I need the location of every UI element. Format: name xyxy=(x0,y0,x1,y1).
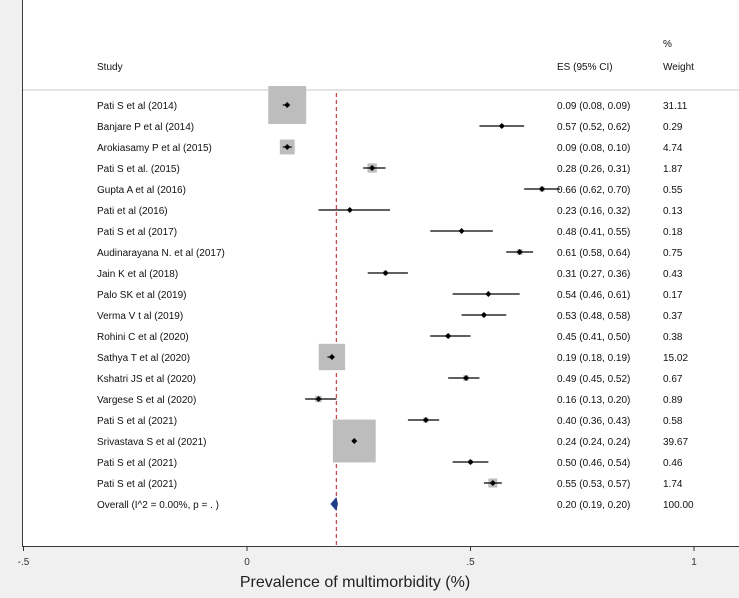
study-weight: 0.67 xyxy=(663,374,683,385)
study-weight: 0.37 xyxy=(663,311,683,322)
study-weight: 0.75 xyxy=(663,248,683,259)
study-weight: 0.55 xyxy=(663,185,683,196)
study-label: Pati S et al (2021) xyxy=(97,416,177,427)
study-weight: 0.89 xyxy=(663,395,683,406)
study-ci: 0.24 (0.24, 0.24) xyxy=(557,437,630,448)
study-label: Pati S et al (2014) xyxy=(97,101,177,112)
point-estimate xyxy=(284,144,291,150)
study-ci: 0.57 (0.52, 0.62) xyxy=(557,122,630,133)
point-estimate xyxy=(382,270,389,276)
study-label: Pati et al (2016) xyxy=(97,206,168,217)
point-estimate xyxy=(458,228,465,234)
x-tick-label: .5 xyxy=(466,557,475,568)
point-estimate xyxy=(422,417,429,423)
study-weight: 0.46 xyxy=(663,458,683,469)
study-ci: 0.50 (0.46, 0.54) xyxy=(557,458,630,469)
point-estimate xyxy=(328,354,335,360)
study-weight: 0.29 xyxy=(663,122,683,133)
study-ci: 0.45 (0.41, 0.50) xyxy=(557,332,630,343)
point-estimate xyxy=(467,459,474,465)
point-estimate xyxy=(284,102,291,108)
x-axis-label: Prevalence of multimorbidity (%) xyxy=(240,574,470,591)
point-estimate xyxy=(485,291,492,297)
study-weight: 4.74 xyxy=(663,143,683,154)
x-tick-label: -.5 xyxy=(18,557,30,568)
study-label: Pati S et al (2021) xyxy=(97,479,177,490)
point-estimate xyxy=(445,333,452,339)
overall-diamond xyxy=(330,497,338,511)
study-label: Pati S et al. (2015) xyxy=(97,164,180,175)
study-label: Rohini C et al (2020) xyxy=(97,332,189,343)
point-estimate xyxy=(539,186,546,192)
study-weight: 0.18 xyxy=(663,227,683,238)
study-label: Kshatri JS et al (2020) xyxy=(97,374,196,385)
header-weight: Weight xyxy=(663,62,694,73)
overall-weight: 100.00 xyxy=(663,500,694,511)
point-estimate xyxy=(498,123,505,129)
study-label: Palo SK et al (2019) xyxy=(97,290,187,301)
study-label: Srivastava S et al (2021) xyxy=(97,437,207,448)
header-es: ES (95% CI) xyxy=(557,62,613,73)
point-estimate xyxy=(351,438,358,444)
study-label: Arokiasamy P et al (2015) xyxy=(97,143,212,154)
study-weight: 0.38 xyxy=(663,332,683,343)
study-weight: 15.02 xyxy=(663,353,688,364)
study-weight: 1.87 xyxy=(663,164,683,175)
study-label: Banjare P et al (2014) xyxy=(97,122,194,133)
study-weight: 0.17 xyxy=(663,290,683,301)
study-ci: 0.40 (0.36, 0.43) xyxy=(557,416,630,427)
study-label: Sathya T et al (2020) xyxy=(97,353,190,364)
study-ci: 0.49 (0.45, 0.52) xyxy=(557,374,630,385)
study-ci: 0.19 (0.18, 0.19) xyxy=(557,353,630,364)
study-label: Verma V t al (2019) xyxy=(97,311,183,322)
study-ci: 0.28 (0.26, 0.31) xyxy=(557,164,630,175)
study-ci: 0.48 (0.41, 0.55) xyxy=(557,227,630,238)
point-estimate xyxy=(516,249,523,255)
study-label: Vargese S et al (2020) xyxy=(97,395,196,406)
x-tick-label: 0 xyxy=(244,557,250,568)
point-estimate xyxy=(346,207,353,213)
x-tick-label: 1 xyxy=(691,557,697,568)
study-ci: 0.53 (0.48, 0.58) xyxy=(557,311,630,322)
study-ci: 0.09 (0.08, 0.10) xyxy=(557,143,630,154)
study-weight: 0.58 xyxy=(663,416,683,427)
study-ci: 0.16 (0.13, 0.20) xyxy=(557,395,630,406)
point-estimate xyxy=(489,480,496,486)
point-estimate xyxy=(480,312,487,318)
study-ci: 0.66 (0.62, 0.70) xyxy=(557,185,630,196)
point-estimate xyxy=(315,396,322,402)
header-study: Study xyxy=(97,62,123,73)
study-ci: 0.23 (0.16, 0.32) xyxy=(557,206,630,217)
study-label: Pati S et al (2017) xyxy=(97,227,177,238)
study-weight: 0.43 xyxy=(663,269,683,280)
study-weight: 1.74 xyxy=(663,479,683,490)
study-label: Audinarayana N. et al (2017) xyxy=(97,248,225,259)
point-estimate xyxy=(369,165,376,171)
overall-ci: 0.20 (0.19, 0.20) xyxy=(557,500,630,511)
point-estimate xyxy=(463,375,470,381)
header-weight-top: % xyxy=(663,39,672,50)
study-weight: 31.11 xyxy=(663,101,688,112)
study-ci: 0.31 (0.27, 0.36) xyxy=(557,269,630,280)
study-ci: 0.09 (0.08, 0.09) xyxy=(557,101,630,112)
study-ci: 0.55 (0.53, 0.57) xyxy=(557,479,630,490)
study-ci: 0.54 (0.46, 0.61) xyxy=(557,290,630,301)
study-ci: 0.61 (0.58, 0.64) xyxy=(557,248,630,259)
overall-label: Overall (I^2 = 0.00%, p = . ) xyxy=(97,500,219,511)
study-label: Pati S et al (2021) xyxy=(97,458,177,469)
study-weight: 0.13 xyxy=(663,206,683,217)
study-weight: 39.67 xyxy=(663,437,688,448)
study-label: Gupta A et al (2016) xyxy=(97,185,186,196)
study-label: Jain K et al (2018) xyxy=(97,269,178,280)
